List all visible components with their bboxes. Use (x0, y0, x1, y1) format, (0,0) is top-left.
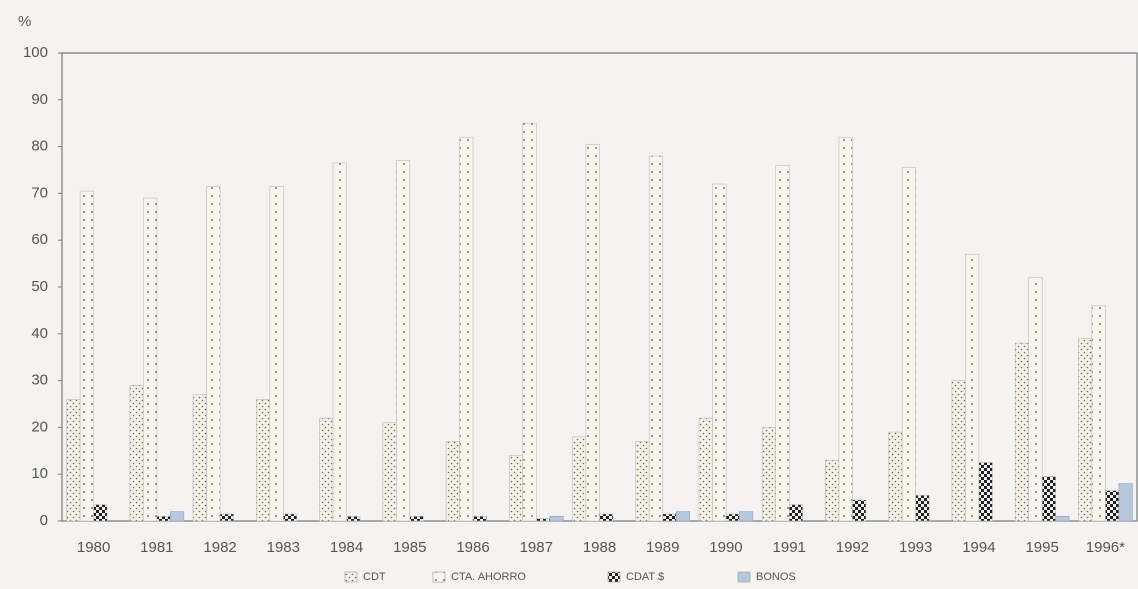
x-tick-label: 1980 (77, 539, 110, 556)
bar (256, 399, 271, 522)
bar (206, 186, 221, 522)
bar (965, 253, 980, 522)
bar (156, 516, 171, 522)
bar (978, 462, 993, 522)
bar (170, 511, 185, 522)
bar (549, 516, 564, 522)
x-tick-label: 1984 (330, 539, 363, 556)
x-tick-label: 1986 (456, 539, 489, 556)
bar (445, 441, 460, 522)
bar (93, 504, 108, 522)
legend-label: CTA. AHORRO (451, 571, 526, 583)
y-tick-label: 40 (31, 325, 48, 342)
bar (143, 197, 158, 522)
x-tick-label: 1987 (520, 539, 553, 556)
x-tick-label: 1990 (709, 539, 742, 556)
bar (66, 399, 81, 522)
bar (472, 516, 487, 522)
bar (739, 511, 754, 522)
bar (951, 380, 966, 522)
x-tick-label: 1995 (1025, 539, 1058, 556)
y-tick-label: 20 (31, 418, 48, 435)
x-tick-label: 1994 (962, 539, 995, 556)
bar (585, 143, 600, 522)
bar (825, 459, 840, 522)
x-tick-label: 1981 (140, 539, 173, 556)
bar (662, 513, 677, 522)
bar (395, 160, 411, 522)
bar (1055, 516, 1070, 522)
x-tick-label: 1982 (203, 539, 236, 556)
y-tick-label: 0 (40, 512, 48, 529)
legend-label: CDT (363, 571, 386, 583)
bar (1105, 490, 1120, 522)
bar (761, 427, 777, 522)
bar (915, 494, 930, 522)
bar (192, 394, 207, 522)
bar (901, 167, 916, 522)
legend-swatch (607, 571, 621, 583)
y-tick-label: 30 (31, 372, 48, 389)
bar (319, 417, 334, 522)
x-tick-label: 1993 (899, 539, 932, 556)
bar (1118, 483, 1133, 522)
bar (648, 155, 664, 522)
y-tick-label: 50 (31, 278, 48, 295)
bar (508, 455, 524, 522)
bar (459, 136, 474, 522)
bar (888, 431, 903, 522)
bar (382, 422, 397, 522)
bar (332, 162, 347, 522)
bar (635, 441, 650, 522)
legend-label: BONOS (756, 571, 796, 583)
bar (1091, 305, 1106, 522)
y-tick-label: 70 (31, 184, 48, 201)
y-tick-label: 90 (31, 91, 48, 108)
y-tick-label: 80 (31, 138, 48, 155)
x-tick-label: 1989 (646, 539, 679, 556)
bar (775, 165, 790, 522)
y-tick-label: 10 (31, 465, 48, 482)
bar (572, 436, 587, 522)
bar (838, 136, 853, 522)
legend-swatch (737, 571, 751, 583)
bar (269, 186, 284, 522)
bar (409, 516, 424, 522)
x-tick-label: 1992 (836, 539, 869, 556)
bar (698, 417, 713, 522)
bar (79, 190, 94, 522)
bar (1028, 277, 1043, 522)
bar (1041, 476, 1056, 522)
bar (788, 504, 804, 522)
bar (852, 499, 867, 522)
y-tick-label: 100 (23, 44, 48, 61)
bar (675, 511, 691, 522)
x-tick-label: 1983 (267, 539, 300, 556)
x-tick-label: 1991 (773, 539, 806, 556)
legend-swatch (344, 571, 358, 583)
bar (346, 516, 361, 522)
bar (1014, 342, 1029, 522)
x-tick-label: 1985 (393, 539, 426, 556)
x-tick-label: 1988 (583, 539, 616, 556)
y-tick-label: 60 (31, 231, 48, 248)
legend-label: CDAT $ (626, 571, 664, 583)
bar (599, 513, 614, 522)
y-axis-label: % (18, 13, 31, 30)
bar (522, 122, 537, 522)
bar (129, 384, 144, 522)
bar (219, 513, 234, 522)
bar (535, 518, 551, 522)
legend-swatch (432, 571, 446, 583)
bar (725, 513, 740, 522)
x-tick-label: 1996* (1086, 539, 1125, 556)
bar (283, 513, 298, 522)
bar (1078, 338, 1093, 522)
bar (712, 183, 727, 522)
